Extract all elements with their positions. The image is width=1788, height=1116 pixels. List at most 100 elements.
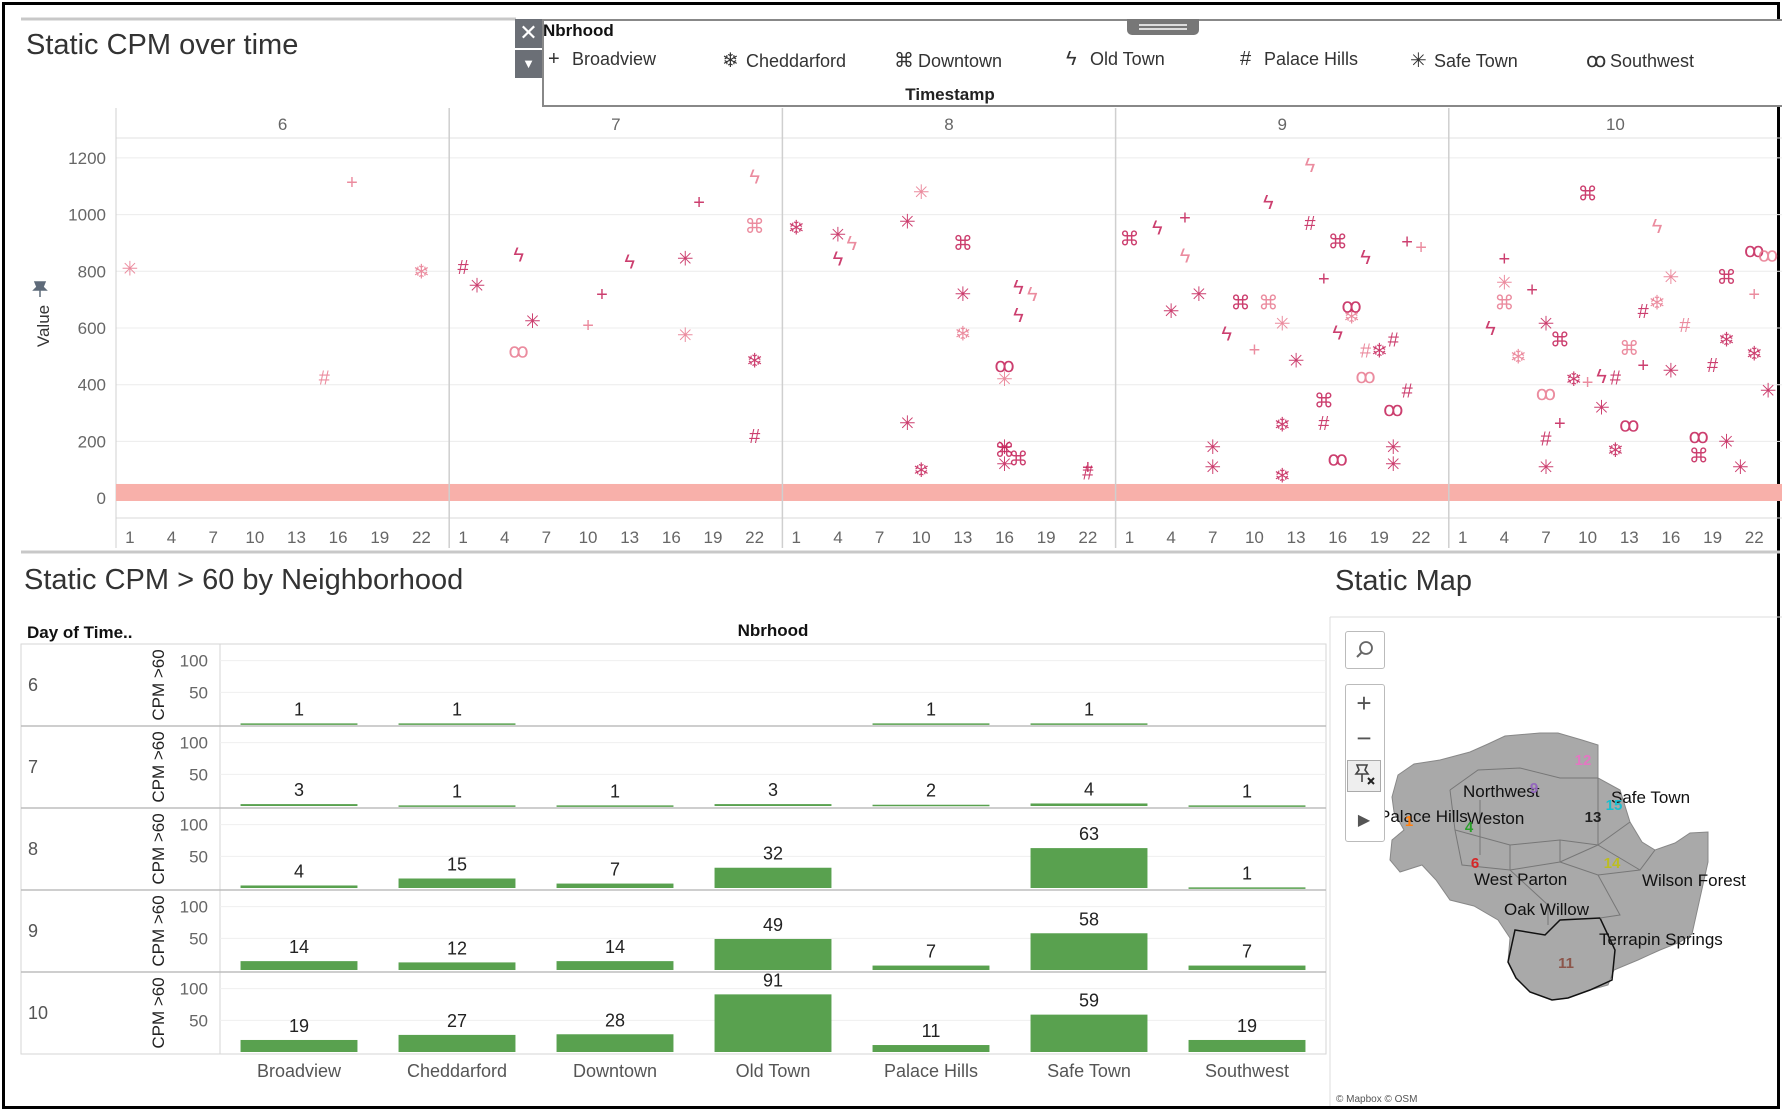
- scatter-point[interactable]: ꝏ: [1758, 244, 1778, 266]
- scatter-point[interactable]: ✳: [1663, 361, 1680, 383]
- zoom-out-button[interactable]: −: [1346, 722, 1382, 756]
- scatter-point[interactable]: ϟ: [749, 166, 760, 188]
- legend-item-safe-town[interactable]: ✳ Safe Town: [1410, 48, 1518, 73]
- scatter-point[interactable]: ✳: [955, 284, 972, 306]
- scatter-point[interactable]: ϟ: [1305, 155, 1316, 177]
- scatter-point[interactable]: ✳: [1760, 380, 1777, 402]
- scatter-point[interactable]: ꝏ: [1328, 448, 1348, 470]
- map-marker[interactable]: 6: [1471, 855, 1479, 872]
- legend-item-broadview[interactable]: + Broadview: [548, 48, 656, 71]
- bar[interactable]: [556, 961, 674, 970]
- scatter-point[interactable]: ✳: [996, 437, 1013, 459]
- bar[interactable]: [556, 805, 674, 807]
- scatter-point[interactable]: ✳: [899, 413, 916, 435]
- scatter-point[interactable]: ⌘: [1494, 292, 1514, 314]
- scatter-point[interactable]: ❄: [1371, 341, 1388, 363]
- scatter-point[interactable]: ❄: [1274, 414, 1291, 436]
- bar[interactable]: [398, 1034, 516, 1052]
- scatter-point[interactable]: ϟ: [847, 233, 858, 255]
- scatter-point[interactable]: #: [1318, 413, 1330, 435]
- map-marker[interactable]: 1: [1405, 813, 1413, 830]
- scatter-point[interactable]: +: [596, 284, 608, 306]
- bar[interactable]: [872, 1045, 990, 1052]
- scatter-point[interactable]: ꝏ: [994, 355, 1014, 377]
- scatter-point[interactable]: ❄: [1565, 369, 1582, 391]
- scatter-point[interactable]: +: [1748, 284, 1760, 306]
- scatter-point[interactable]: ꝏ: [1355, 366, 1375, 388]
- scatter-point[interactable]: #: [1540, 429, 1552, 451]
- scatter-point[interactable]: ✳: [469, 275, 486, 297]
- legend-item-palace-hills[interactable]: # Palace Hills: [1240, 48, 1358, 71]
- scatter-point[interactable]: #: [749, 426, 761, 448]
- bar[interactable]: [1188, 1039, 1306, 1052]
- bar[interactable]: [240, 804, 358, 806]
- scatter-point[interactable]: +: [1082, 457, 1094, 479]
- bar[interactable]: [872, 723, 990, 725]
- scatter-point[interactable]: ϟ: [624, 251, 635, 273]
- legend-item-downtown[interactable]: ⌘ Downtown: [894, 48, 1002, 73]
- scatter-point[interactable]: +: [1249, 339, 1261, 361]
- bar[interactable]: [714, 867, 832, 888]
- bar[interactable]: [240, 961, 358, 970]
- scatter-point[interactable]: ✳: [524, 311, 541, 333]
- scatter-point[interactable]: ꝏ: [508, 341, 528, 363]
- legend-item-southwest[interactable]: ꝏ Southwest: [1586, 48, 1694, 73]
- scatter-point[interactable]: ✳: [913, 182, 930, 204]
- scatter-point[interactable]: ⌘: [995, 440, 1015, 462]
- scatter-point[interactable]: #: [1082, 463, 1094, 485]
- bar[interactable]: [714, 994, 832, 1052]
- scatter-point[interactable]: ⌘: [1578, 183, 1598, 205]
- scatter-point[interactable]: ⌘: [1550, 329, 1570, 351]
- bar[interactable]: [1030, 1014, 1148, 1052]
- scatter-point[interactable]: ⌘: [1314, 390, 1334, 412]
- scatter-point[interactable]: +: [1401, 232, 1413, 254]
- map-marker[interactable]: 9: [1530, 780, 1538, 797]
- scatter-point[interactable]: #: [1402, 380, 1414, 402]
- bar[interactable]: [714, 804, 832, 806]
- scatter-point[interactable]: ꝏ: [1744, 240, 1764, 262]
- scatter-point[interactable]: #: [1679, 315, 1691, 337]
- map-marker[interactable]: 13: [1585, 809, 1602, 826]
- map-marker[interactable]: 11: [1558, 955, 1574, 972]
- scatter-point[interactable]: ꝏ: [1383, 399, 1403, 421]
- map-marker[interactable]: 14: [1604, 855, 1621, 872]
- bar[interactable]: [398, 723, 516, 725]
- scatter-point[interactable]: ⌘: [1619, 338, 1639, 360]
- scatter-point[interactable]: ✳: [1663, 267, 1680, 289]
- scatter-point[interactable]: ϟ: [1332, 322, 1343, 344]
- scatter-point[interactable]: ✳: [899, 212, 916, 234]
- scatter-point[interactable]: ⌘: [1231, 292, 1251, 314]
- zoom-in-button[interactable]: +: [1346, 686, 1382, 720]
- scatter-point[interactable]: ✳: [1496, 273, 1513, 295]
- scatter-point[interactable]: ❄: [913, 460, 930, 482]
- scatter-point[interactable]: #: [1360, 341, 1372, 363]
- scatter-point[interactable]: ❄: [1607, 440, 1624, 462]
- scatter-point[interactable]: +: [582, 315, 594, 337]
- scatter-point[interactable]: ϟ: [1013, 305, 1024, 327]
- scatter-point[interactable]: ❄: [413, 261, 430, 283]
- bar[interactable]: [240, 1039, 358, 1052]
- scatter-point[interactable]: ⌘: [1716, 267, 1736, 289]
- scatter-point[interactable]: ✳: [677, 249, 694, 271]
- scatter-point[interactable]: ϟ: [1263, 192, 1274, 214]
- bar[interactable]: [1188, 965, 1306, 970]
- scatter-point[interactable]: ✳: [1204, 457, 1221, 479]
- map-marker[interactable]: 12: [1575, 752, 1592, 769]
- bar[interactable]: [872, 804, 990, 807]
- scatter-point[interactable]: ❄: [1343, 307, 1360, 329]
- scatter-point[interactable]: ϟ: [1360, 247, 1371, 269]
- scatter-point[interactable]: +: [1554, 413, 1566, 435]
- scatter-point[interactable]: +: [1179, 207, 1191, 229]
- scatter-point[interactable]: ⌘: [1689, 446, 1709, 468]
- scatter-point[interactable]: ✳: [1288, 351, 1305, 373]
- scatter-point[interactable]: ✳: [1191, 284, 1208, 306]
- scatter-point[interactable]: ✳: [830, 224, 847, 246]
- bar[interactable]: [872, 965, 990, 970]
- scatter-point[interactable]: ✳: [1163, 301, 1180, 323]
- reset-map-button[interactable]: [1347, 760, 1381, 792]
- scatter-point[interactable]: ꝏ: [1689, 426, 1709, 448]
- bar[interactable]: [240, 723, 358, 725]
- scatter-point[interactable]: ✳: [122, 258, 139, 280]
- map-search-button[interactable]: [1345, 631, 1385, 669]
- scatter-point[interactable]: ✳: [1538, 457, 1555, 479]
